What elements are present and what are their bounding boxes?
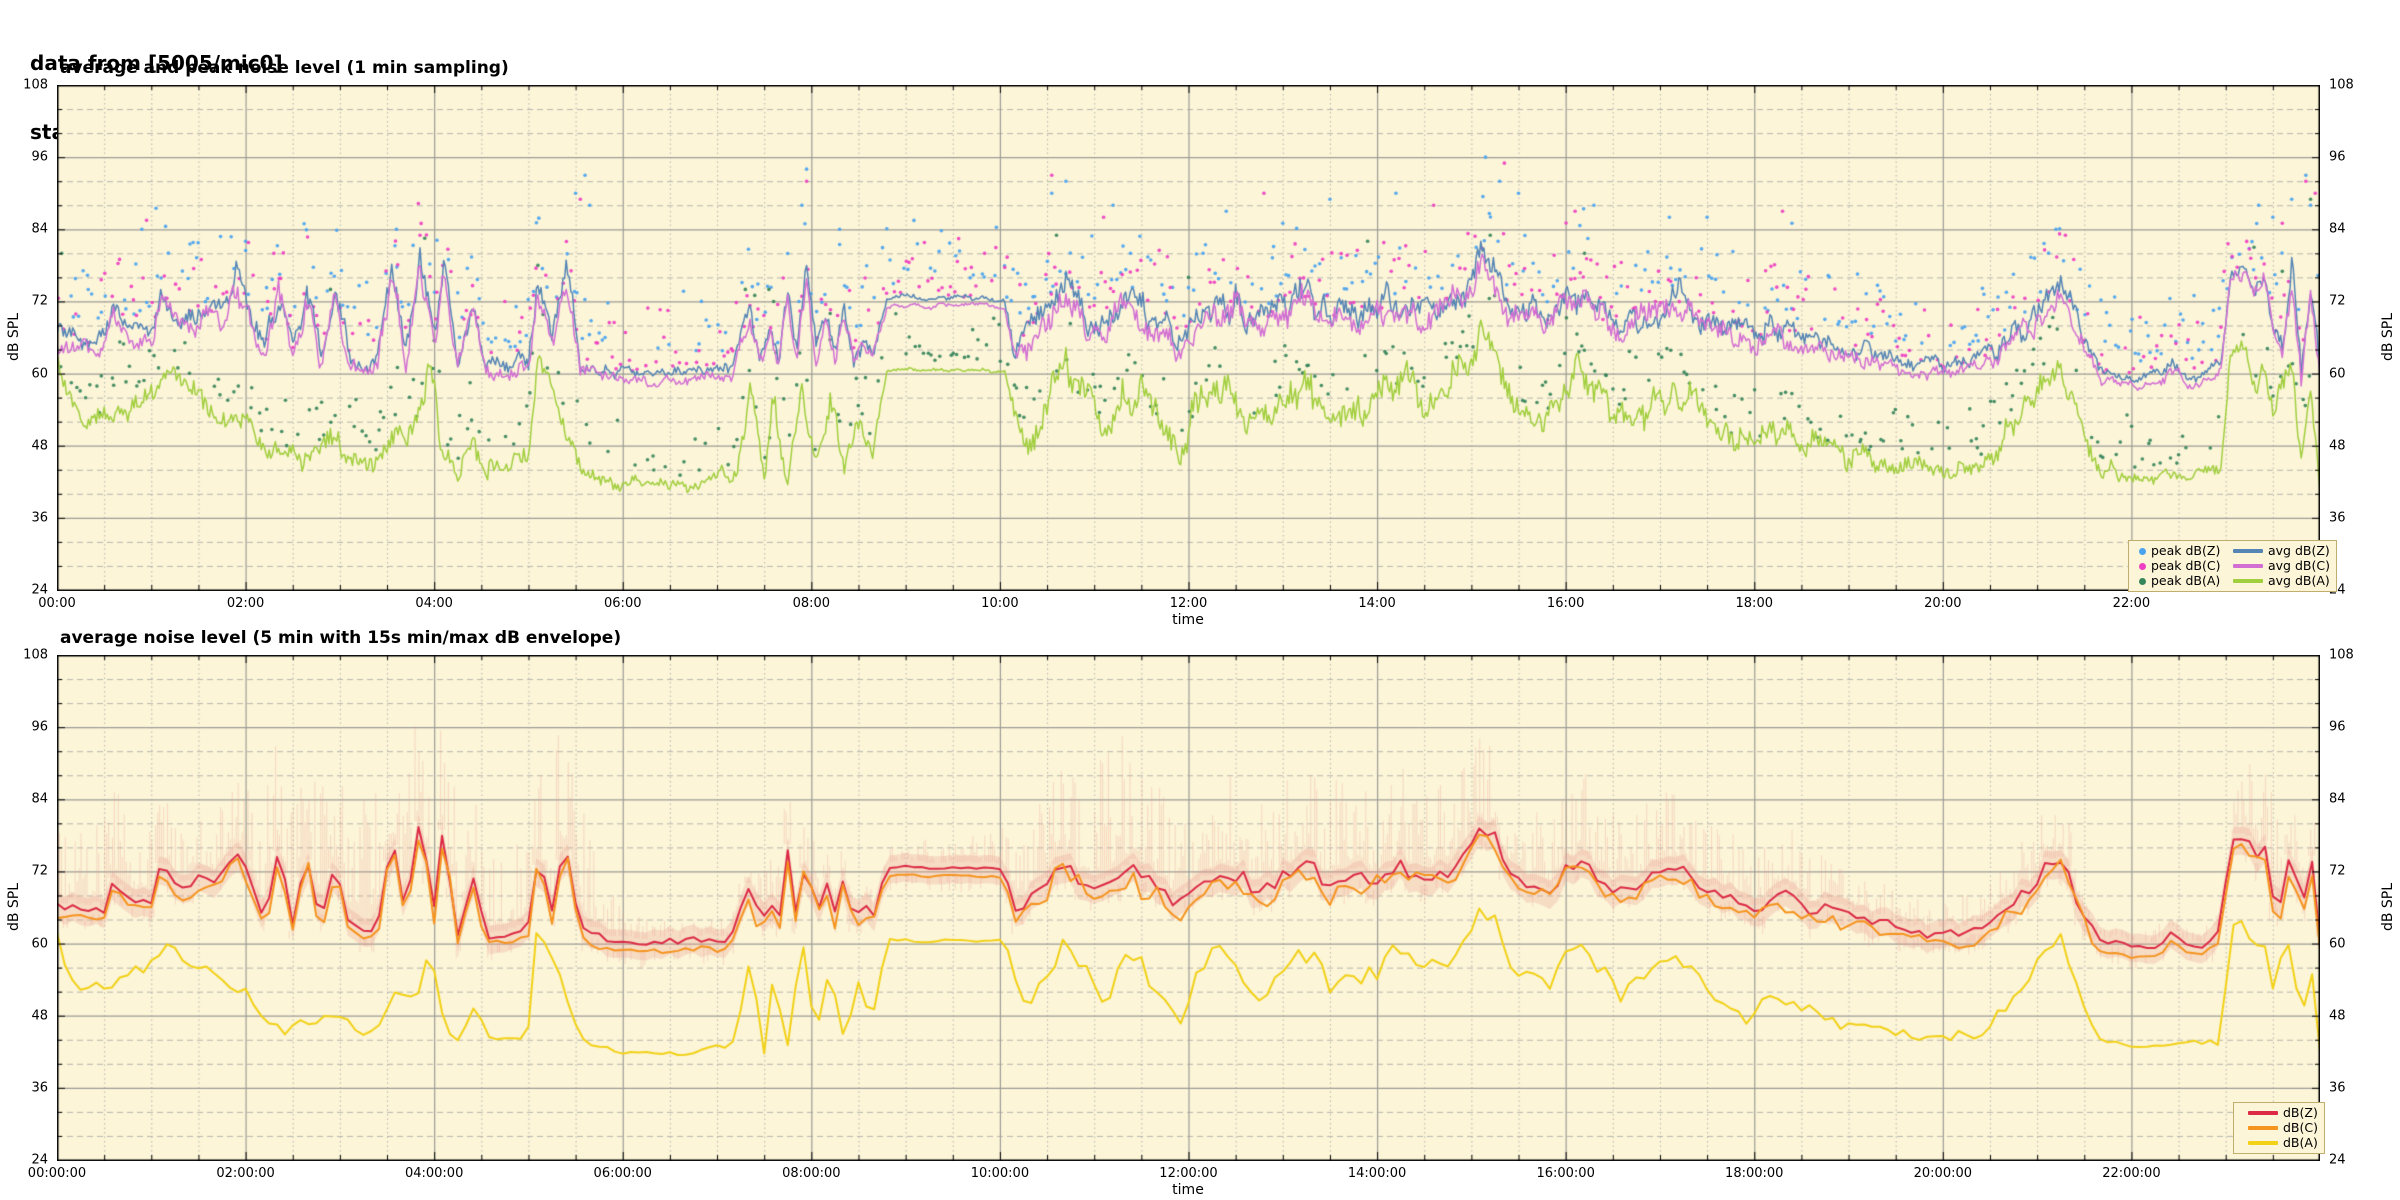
legend-label-peak-db-z: peak dB(Z): [2151, 543, 2221, 558]
y-tick-label-left: 72: [31, 863, 48, 879]
legend-label-avg-db-a: avg dB(A): [2268, 573, 2330, 588]
x-axis-label: time: [1172, 1182, 1204, 1198]
legend-marker-db-z-icon: [2248, 1111, 2278, 1115]
x-tick-label: 18:00: [1735, 596, 1773, 611]
legend-marker-avg-db-z-icon: [2233, 549, 2263, 553]
legend-row: dB(A): [2240, 1136, 2318, 1150]
legend-marker-avg-db-a-icon: [2233, 579, 2263, 583]
y-tick-label-left: 36: [31, 510, 48, 526]
x-tick-label: 18:00:00: [1725, 1166, 1784, 1181]
x-tick-label: 00:00:00: [27, 1166, 87, 1181]
x-tick-label: 04:00: [415, 596, 453, 611]
chart-canvas-average-with-envelope: [57, 655, 2320, 1161]
x-tick-label: 10:00:00: [970, 1166, 1030, 1181]
y-tick-label-right: 36: [2329, 510, 2346, 526]
legend-marker-peak-db-z-icon: [2139, 547, 2146, 555]
y-tick-label-left: 24: [31, 582, 48, 598]
legend-label-peak-db-c: peak dB(C): [2151, 558, 2221, 573]
x-tick-label: 00:00: [38, 596, 76, 611]
chart-canvas-average-and-peak: [57, 85, 2320, 591]
y-tick-label-right: 24: [2329, 1152, 2346, 1168]
y-tick-label-left: 96: [31, 149, 48, 165]
y-tick-label-left: 60: [31, 936, 48, 952]
y-tick-label-left: 48: [31, 438, 48, 454]
legend-row: peak dB(C) avg dB(C): [2135, 559, 2330, 573]
y-axis-label-right: dB SPL: [2380, 312, 2396, 362]
legend-label-db-z: dB(Z): [2283, 1105, 2318, 1120]
legend-label-avg-db-c: avg dB(C): [2268, 558, 2330, 573]
header-line-1: data from [5005/mic0]: [30, 51, 283, 75]
legend-row: peak dB(Z) avg dB(Z): [2135, 544, 2330, 558]
y-tick-label-left: 36: [31, 1080, 48, 1096]
y-tick-label-right: 96: [2329, 719, 2346, 735]
y-tick-label-right: 84: [2329, 221, 2346, 237]
legend-label-db-c: dB(C): [2283, 1120, 2318, 1135]
y-axis-label-left: dB SPL: [6, 882, 22, 932]
x-tick-label: 20:00:00: [1913, 1166, 1973, 1181]
legend-marker-db-a-icon: [2248, 1141, 2278, 1145]
y-tick-label-right: 96: [2329, 149, 2346, 165]
y-tick-label-right: 60: [2329, 936, 2346, 952]
y-tick-label-right: 36: [2329, 1080, 2346, 1096]
y-tick-label-left: 108: [23, 647, 48, 663]
legend-average-and-peak: peak dB(Z) avg dB(Z) peak dB(C) avg dB(C) pe…: [2128, 540, 2337, 592]
x-tick-label: 10:00: [981, 596, 1019, 611]
x-tick-label: 14:00:00: [1347, 1166, 1407, 1181]
legend-row: peak dB(A) avg dB(A): [2135, 574, 2330, 588]
x-tick-label: 06:00: [604, 596, 642, 611]
x-tick-label: 22:00:00: [2102, 1166, 2161, 1181]
y-tick-label-left: 24: [31, 1152, 48, 1168]
y-tick-label-right: 108: [2329, 77, 2354, 93]
y-tick-label-left: 108: [23, 77, 48, 93]
y-tick-label-left: 60: [31, 366, 48, 382]
y-tick-label-right: 48: [2329, 1008, 2346, 1024]
x-tick-label: 04:00:00: [404, 1166, 464, 1181]
legend-label-db-a: dB(A): [2283, 1135, 2318, 1150]
legend-marker-avg-db-c-icon: [2233, 564, 2263, 568]
y-tick-label-right: 48: [2329, 438, 2346, 454]
x-tick-label: 16:00: [1546, 596, 1585, 611]
y-tick-label-right: 60: [2329, 366, 2346, 382]
x-tick-label: 06:00:00: [593, 1166, 652, 1181]
x-tick-label: 22:00: [2112, 596, 2151, 611]
x-tick-label: 08:00: [792, 596, 831, 611]
x-tick-label: 02:00:00: [216, 1166, 275, 1181]
legend-average-with-envelope: dB(Z) dB(C) dB(A): [2233, 1102, 2325, 1154]
y-tick-label-left: 48: [31, 1008, 48, 1024]
y-tick-label-left: 84: [31, 791, 48, 807]
y-tick-label-left: 96: [31, 719, 48, 735]
y-tick-label-right: 84: [2329, 791, 2346, 807]
x-tick-label: 16:00:00: [1536, 1166, 1595, 1181]
x-tick-label: 08:00:00: [782, 1166, 841, 1181]
x-tick-label: 14:00: [1358, 596, 1396, 611]
legend-row: dB(Z): [2240, 1106, 2318, 1120]
legend-marker-peak-db-c-icon: [2139, 562, 2146, 570]
y-tick-label-right: 72: [2329, 863, 2346, 879]
y-tick-label-left: 72: [31, 293, 48, 309]
legend-row: dB(C): [2240, 1121, 2318, 1135]
x-axis-label: time: [1172, 612, 1204, 628]
x-tick-label: 12:00: [1169, 596, 1208, 611]
legend-marker-db-c-icon: [2248, 1126, 2278, 1130]
x-tick-label: 20:00: [1924, 596, 1962, 611]
legend-label-peak-db-a: peak dB(A): [2151, 573, 2221, 588]
x-tick-label: 02:00: [226, 596, 265, 611]
x-tick-label: 12:00:00: [1159, 1166, 1218, 1181]
legend-marker-peak-db-a-icon: [2139, 577, 2146, 585]
y-tick-label-right: 108: [2329, 647, 2354, 663]
y-axis-label-left: dB SPL: [6, 312, 22, 362]
y-tick-label-left: 84: [31, 221, 48, 237]
chart-title: average noise level (5 min with 15s min/…: [60, 628, 622, 648]
y-tick-label-right: 72: [2329, 293, 2346, 309]
chart-title: average and peak noise level (1 min samp…: [60, 58, 509, 78]
legend-label-avg-db-z: avg dB(Z): [2268, 543, 2330, 558]
y-axis-label-right: dB SPL: [2380, 882, 2396, 932]
